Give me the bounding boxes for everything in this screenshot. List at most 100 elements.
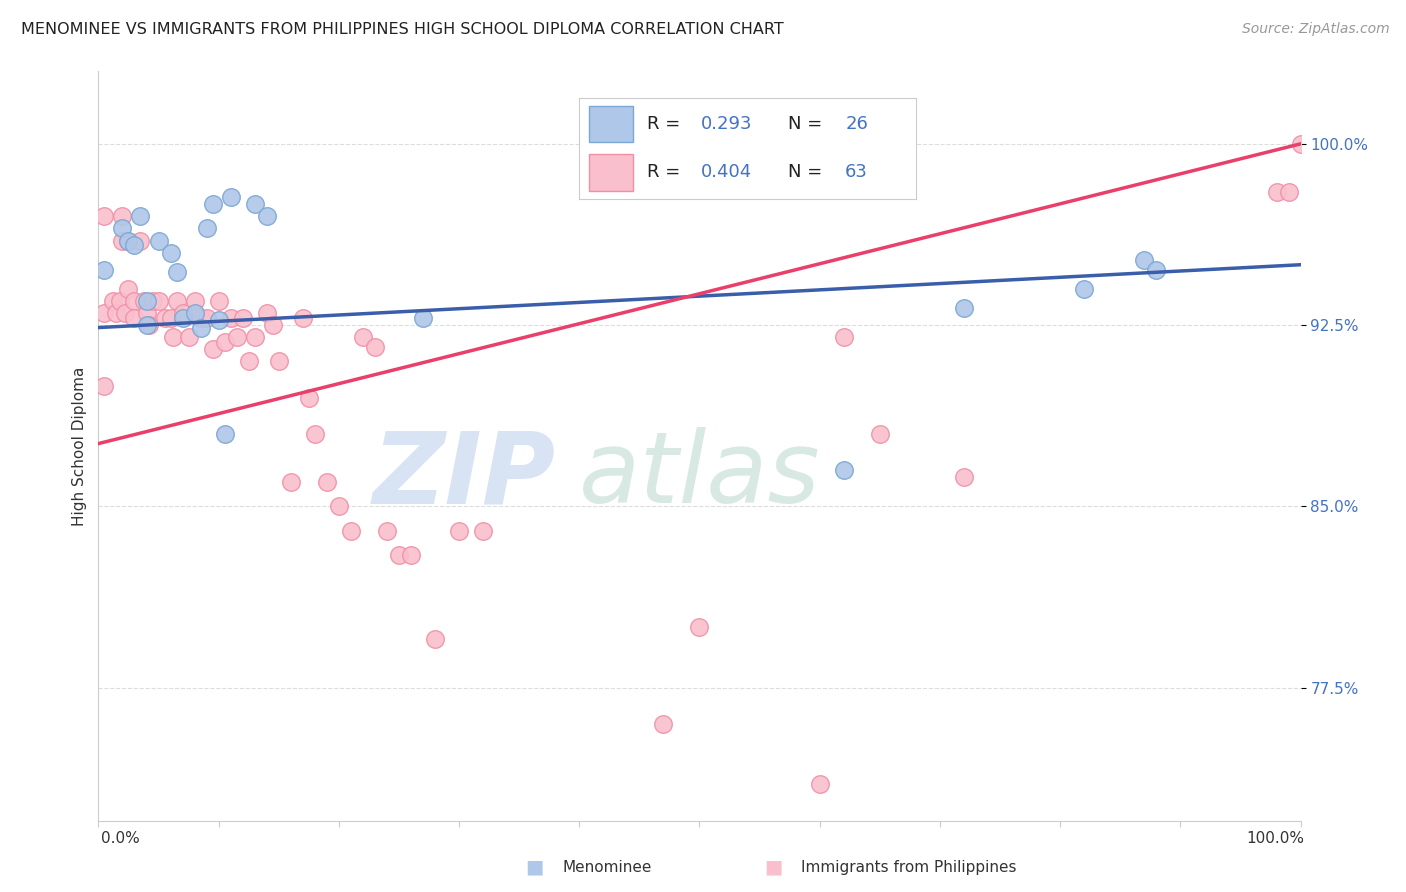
Point [114,306,136,320]
Text: ZIP: ZIP [373,427,555,524]
Point [177,330,200,344]
Point [138,318,160,333]
Point [225,330,247,344]
Point [869,426,891,441]
Point [472,524,495,538]
Point [129,210,152,224]
Point [162,330,184,344]
Text: 0.0%: 0.0% [101,831,141,846]
Point [208,293,231,308]
Point [256,306,278,320]
Point [208,313,231,327]
Point [111,234,134,248]
Point [124,310,146,325]
Point [93,262,115,277]
Point [262,318,284,333]
Point [148,293,170,308]
Point [808,777,831,791]
Point [93,210,115,224]
Point [190,310,212,325]
Text: Menominee: Menominee [562,860,652,874]
Point [201,343,224,357]
Point [93,378,115,392]
Point [1277,185,1299,199]
Point [375,524,398,538]
Text: Immigrants from Philippines: Immigrants from Philippines [801,860,1017,874]
Y-axis label: High School Diploma: High School Diploma [72,367,87,525]
Point [214,334,236,349]
Point [108,293,131,308]
Point [183,306,205,320]
Text: atlas: atlas [579,427,821,524]
Point [132,293,155,308]
Point [298,391,321,405]
Point [1073,282,1095,296]
Point [953,470,976,484]
Point [238,354,260,368]
Point [201,197,224,211]
Point [219,310,242,325]
Point [243,330,266,344]
Point [423,632,446,647]
Point [304,426,326,441]
Point [315,475,337,490]
Point [832,463,855,477]
Point [399,548,422,562]
Point [328,500,350,514]
Point [195,221,218,235]
Point [166,265,188,279]
Point [135,293,157,308]
Point [243,197,266,211]
Point [214,426,236,441]
Point [117,234,139,248]
Point [124,238,146,252]
Point [148,234,170,248]
Point [1144,262,1167,277]
Point [280,475,302,490]
Point [291,310,314,325]
Point [340,524,363,538]
Point [124,293,146,308]
Point [652,717,675,731]
Text: Source: ZipAtlas.com: Source: ZipAtlas.com [1241,22,1389,37]
Point [232,310,254,325]
Point [101,293,124,308]
Point [1289,136,1312,151]
Point [447,524,470,538]
Point [256,210,278,224]
Point [832,330,855,344]
Text: ■: ■ [763,857,783,877]
Point [183,293,205,308]
Point [159,310,181,325]
Point [388,548,411,562]
Point [105,306,128,320]
Point [267,354,290,368]
Text: 100.0%: 100.0% [1247,831,1305,846]
Point [219,190,242,204]
Point [190,320,212,334]
Point [117,282,139,296]
Point [129,234,152,248]
Point [352,330,374,344]
Point [135,306,157,320]
Point [172,310,194,325]
Point [117,234,139,248]
Text: MENOMINEE VS IMMIGRANTS FROM PHILIPPINES HIGH SCHOOL DIPLOMA CORRELATION CHART: MENOMINEE VS IMMIGRANTS FROM PHILIPPINES… [21,22,783,37]
Point [1133,252,1156,267]
Point [111,210,134,224]
Text: ■: ■ [524,857,544,877]
Point [111,221,134,235]
Point [364,340,387,354]
Point [953,301,976,316]
Point [412,310,434,325]
Point [159,245,181,260]
Point [688,620,710,634]
Point [195,310,218,325]
Point [1265,185,1288,199]
Point [166,293,188,308]
Point [141,293,163,308]
Point [172,306,194,320]
Point [93,306,115,320]
Point [135,318,157,333]
Point [153,310,176,325]
